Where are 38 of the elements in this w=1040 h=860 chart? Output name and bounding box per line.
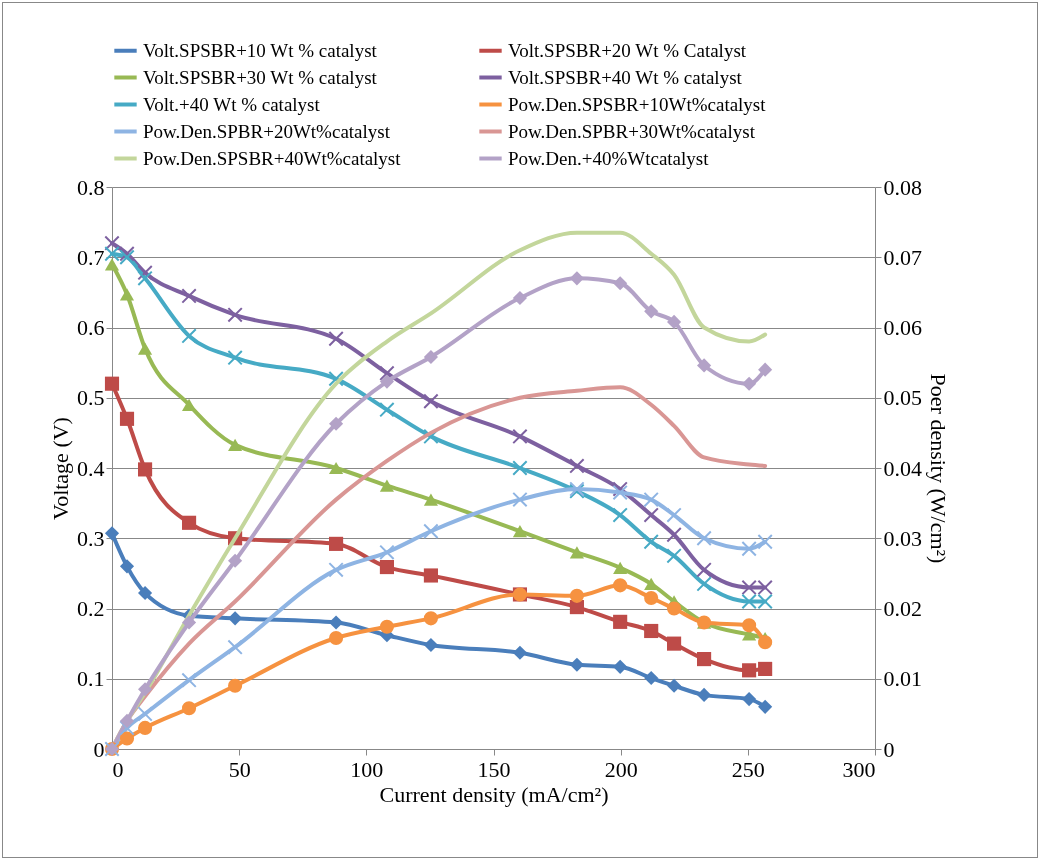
legend-label: Pow.Den.SPSBR+40Wt%catalyst — [143, 147, 402, 169]
legend-label: Pow.Den.+40%Wtcatalyst — [508, 147, 710, 169]
y2-tick-label: 0.01 — [883, 666, 922, 692]
x-tick-label: 50 — [228, 756, 251, 782]
y-tick-label: 0.7 — [77, 244, 105, 270]
x-tick-label: 250 — [731, 756, 765, 782]
legend-label: Pow.Den.SPBR+30Wt%catalyst — [508, 120, 756, 142]
y2-tick-label: 0.08 — [883, 174, 922, 200]
x-axis-title: Current density (mA/cm²) — [379, 781, 609, 807]
legend-label: Volt.+40 Wt % catalyst — [143, 93, 321, 115]
y2-tick-label: 0.05 — [883, 385, 922, 411]
y-tick-label: 0.6 — [77, 315, 105, 340]
y-tick-label: 0.2 — [77, 596, 105, 621]
x-tick-label: 200 — [604, 756, 638, 782]
y-tick-label: 0.4 — [77, 455, 105, 481]
y2-axis-title: Poer density (W/cm²) — [926, 373, 951, 564]
legend-label: Pow.Den.SPBR+20Wt%catalyst — [143, 120, 391, 142]
y2-tick-label: 0 — [883, 736, 895, 762]
y2-tick-label: 0.02 — [883, 596, 922, 621]
y-tick-label: 0.5 — [77, 385, 105, 411]
legend-label: Volt.SPSBR+10 Wt % catalyst — [143, 39, 378, 61]
y-axis-title: Voltage (V) — [48, 417, 73, 520]
y-tick-label: 0 — [93, 736, 105, 762]
y2-tick-label: 0.07 — [883, 244, 922, 270]
y-tick-label: 0.1 — [77, 666, 105, 692]
x-tick-label: 0 — [112, 756, 124, 782]
y2-tick-label: 0.06 — [883, 315, 922, 340]
y2-tick-label: 0.04 — [883, 455, 922, 481]
x-tick-label: 150 — [477, 756, 511, 782]
x-tick-label: 100 — [350, 756, 384, 782]
legend-label: Volt.SPSBR+30 Wt % catalyst — [143, 66, 378, 88]
legend-label: Pow.Den.SPSBR+10Wt%catalyst — [508, 93, 767, 115]
y-tick-label: 0.3 — [77, 525, 105, 551]
x-tick-label: 300 — [842, 756, 876, 782]
y2-tick-label: 0.03 — [883, 525, 922, 551]
legend-label: Volt.SPSBR+20 Wt % Catalyst — [508, 39, 747, 61]
y-tick-label: 0.8 — [77, 174, 105, 200]
legend-label: Volt.SPSBR+40 Wt % catalyst — [508, 66, 743, 88]
